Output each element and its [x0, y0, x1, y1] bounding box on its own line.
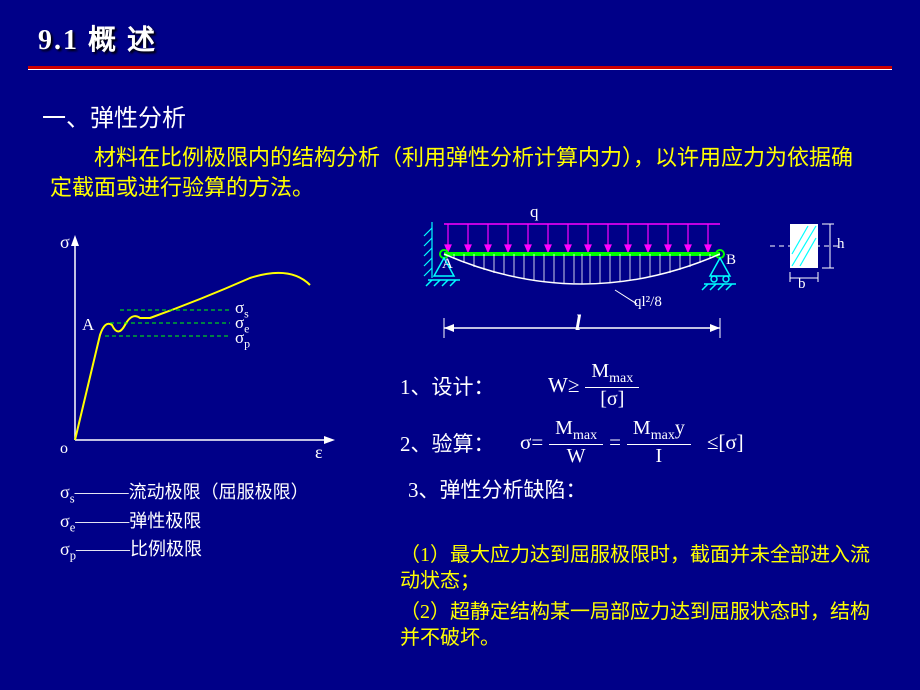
beam-diagram: q A B l ql²/8 h b	[420, 210, 890, 350]
formula-design: 1、设计： W≥ Mmax [σ]	[400, 360, 900, 411]
formula-check: 2、验算： σ= Mmax W = Mmaxy I ≤[σ]	[400, 417, 900, 468]
title-divider	[28, 66, 892, 70]
marker-sigma-p: σp	[235, 328, 250, 351]
section-b-label: b	[798, 276, 806, 293]
point-a-label: A	[82, 315, 94, 335]
beam-svg	[420, 210, 890, 350]
graph-svg	[50, 230, 360, 490]
section-h-label: h	[837, 236, 845, 253]
defect-item: （1）最大应力达到屈服极限时，截面并未全部进入流动状态；	[400, 542, 875, 595]
defects-block: （1）最大应力达到屈服极限时，截面并未全部进入流动状态； （2）超静定结构某一局…	[0, 538, 920, 652]
stress-strain-graph: σ o ε A σs σe σp	[50, 230, 360, 490]
x-axis-label: ε	[315, 442, 323, 463]
formula-block: 1、设计： W≥ Mmax [σ] 2、验算： σ= Mmax W = Mmax…	[400, 360, 900, 504]
beam-label-a: A	[442, 256, 453, 273]
moment-label: ql²/8	[634, 294, 662, 311]
description-text: 材料在比例极限内的结构分析（利用弹性分析计算内力），以许用应力为依据确定截面或进…	[50, 143, 870, 202]
legend-item: σs———流动极限（屈服极限）	[60, 478, 309, 507]
y-axis-label: σ	[60, 232, 70, 253]
span-label: l	[575, 310, 581, 336]
load-label: q	[530, 202, 539, 222]
defect-title: 3、弹性分析缺陷：	[408, 474, 900, 504]
origin-label: o	[60, 440, 68, 458]
defect-item: （2）超静定结构某一局部应力达到屈服状态时，结构并不破坏。	[400, 599, 875, 652]
page-title: 9.1 概 述	[0, 0, 920, 58]
section-subtitle: 一、弹性分析	[42, 98, 920, 133]
beam-label-b: B	[726, 252, 736, 269]
legend-item: σe———弹性极限	[60, 507, 309, 536]
